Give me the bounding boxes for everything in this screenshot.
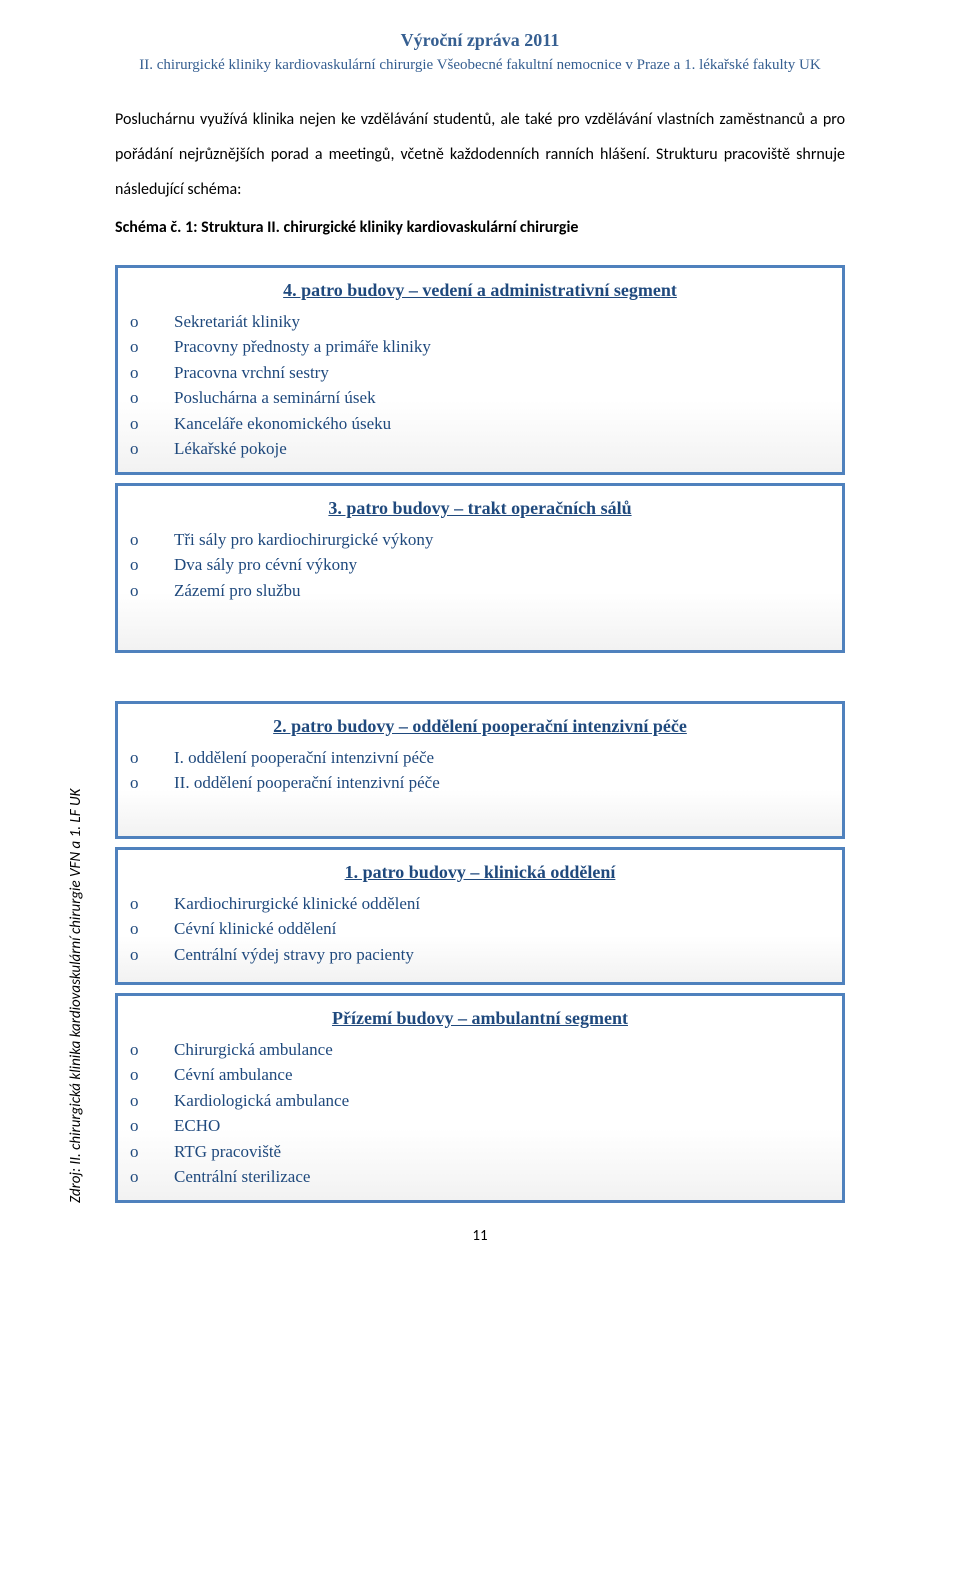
list-item-text: Lékařské pokoje <box>174 436 287 462</box>
list-item-text: Dva sály pro cévní výkony <box>174 552 357 578</box>
list-item-text: I. oddělení pooperační intenzivní péče <box>174 745 434 771</box>
list-item-text: Zázemí pro službu <box>174 578 301 604</box>
list-item-text: Kardiologická ambulance <box>174 1088 349 1114</box>
list-item: oII. oddělení pooperační intenzivní péče <box>130 770 830 796</box>
list-item: oPracovna vrchní sestry <box>130 360 830 386</box>
list-item-text: Chirurgická ambulance <box>174 1037 333 1063</box>
source-caption: Zdroj: II. chirurgická klinika kardiovas… <box>67 788 85 1202</box>
bullet-icon: o <box>130 1062 174 1088</box>
floor-box-1: 1. patro budovy – klinická oddělení oKar… <box>115 847 845 985</box>
list-item-text: Kardiochirurgické klinické oddělení <box>174 891 420 917</box>
schema-label: Schéma č. 1: Struktura II. chirurgické k… <box>115 218 845 237</box>
floor-box-list: oSekretariát kliniky oPracovny přednosty… <box>130 309 830 462</box>
list-item-text: Tři sály pro kardiochirurgické výkony <box>174 527 433 553</box>
list-item: oDva sály pro cévní výkony <box>130 552 830 578</box>
bullet-icon: o <box>130 552 174 578</box>
header-subtitle: II. chirurgické kliniky kardiovaskulární… <box>115 57 845 74</box>
floor-box-title: 3. patro budovy – trakt operačních sálů <box>130 498 830 519</box>
floor-box-list: oTři sály pro kardiochirurgické výkony o… <box>130 527 830 604</box>
bullet-icon: o <box>130 1164 174 1190</box>
bullet-icon: o <box>130 1139 174 1165</box>
list-item-text: Pracovna vrchní sestry <box>174 360 329 386</box>
floor-box-list: oChirurgická ambulance oCévní ambulance … <box>130 1037 830 1190</box>
list-item-text: Kanceláře ekonomického úseku <box>174 411 391 437</box>
intro-paragraph: Posluchárnu využívá klinika nejen ke vzd… <box>115 102 845 208</box>
bullet-icon: o <box>130 891 174 917</box>
bullet-icon: o <box>130 411 174 437</box>
bullet-icon: o <box>130 436 174 462</box>
floor-box-title: Přízemí budovy – ambulantní segment <box>130 1008 830 1029</box>
bullet-icon: o <box>130 360 174 386</box>
list-item-text: Centrální výdej stravy pro pacienty <box>174 942 414 968</box>
bullet-icon: o <box>130 309 174 335</box>
floor-box-2: 2. patro budovy – oddělení pooperační in… <box>115 701 845 839</box>
list-item: oPracovny přednosty a primáře kliniky <box>130 334 830 360</box>
floor-box-0: Přízemí budovy – ambulantní segment oChi… <box>115 993 845 1203</box>
floor-box-list: oI. oddělení pooperační intenzivní péče … <box>130 745 830 796</box>
floor-box-title: 4. patro budovy – vedení a administrativ… <box>130 280 830 301</box>
list-item: oKardiochirurgické klinické oddělení <box>130 891 830 917</box>
bullet-icon: o <box>130 745 174 771</box>
list-item: oLékařské pokoje <box>130 436 830 462</box>
list-item: oCentrální výdej stravy pro pacienty <box>130 942 830 968</box>
list-item: oKardiologická ambulance <box>130 1088 830 1114</box>
list-item: oZázemí pro službu <box>130 578 830 604</box>
list-item-text: Cévní klinické oddělení <box>174 916 336 942</box>
list-item: oCentrální sterilizace <box>130 1164 830 1190</box>
list-item: oKanceláře ekonomického úseku <box>130 411 830 437</box>
bullet-icon: o <box>130 578 174 604</box>
list-item: oSekretariát kliniky <box>130 309 830 335</box>
list-item-text: II. oddělení pooperační intenzivní péče <box>174 770 440 796</box>
list-item-text: Pracovny přednosty a primáře kliniky <box>174 334 431 360</box>
bullet-icon: o <box>130 1037 174 1063</box>
list-item: oI. oddělení pooperační intenzivní péče <box>130 745 830 771</box>
list-item-text: Sekretariát kliniky <box>174 309 300 335</box>
header-title: Výroční zpráva 2011 <box>115 30 845 51</box>
list-item-text: RTG pracoviště <box>174 1139 281 1165</box>
bullet-icon: o <box>130 942 174 968</box>
bullet-icon: o <box>130 334 174 360</box>
bullet-icon: o <box>130 916 174 942</box>
page-number: 11 <box>115 1227 845 1245</box>
floor-box-title: 2. patro budovy – oddělení pooperační in… <box>130 716 830 737</box>
list-item-text: Cévní ambulance <box>174 1062 293 1088</box>
list-item: oCévní ambulance <box>130 1062 830 1088</box>
list-item-text: ECHO <box>174 1113 220 1139</box>
floor-box-list: oKardiochirurgické klinické oddělení oCé… <box>130 891 830 968</box>
floor-box-3: 3. patro budovy – trakt operačních sálů … <box>115 483 845 653</box>
list-item-text: Posluchárna a seminární úsek <box>174 385 376 411</box>
list-item: oChirurgická ambulance <box>130 1037 830 1063</box>
list-item-text: Centrální sterilizace <box>174 1164 310 1190</box>
bullet-icon: o <box>130 527 174 553</box>
floor-box-4: 4. patro budovy – vedení a administrativ… <box>115 265 845 475</box>
list-item: oTři sály pro kardiochirurgické výkony <box>130 527 830 553</box>
bullet-icon: o <box>130 385 174 411</box>
floor-box-title: 1. patro budovy – klinická oddělení <box>130 862 830 883</box>
list-item: oPosluchárna a seminární úsek <box>130 385 830 411</box>
list-item: oCévní klinické oddělení <box>130 916 830 942</box>
bullet-icon: o <box>130 1113 174 1139</box>
list-item: oECHO <box>130 1113 830 1139</box>
bullet-icon: o <box>130 770 174 796</box>
bullet-icon: o <box>130 1088 174 1114</box>
list-item: oRTG pracoviště <box>130 1139 830 1165</box>
